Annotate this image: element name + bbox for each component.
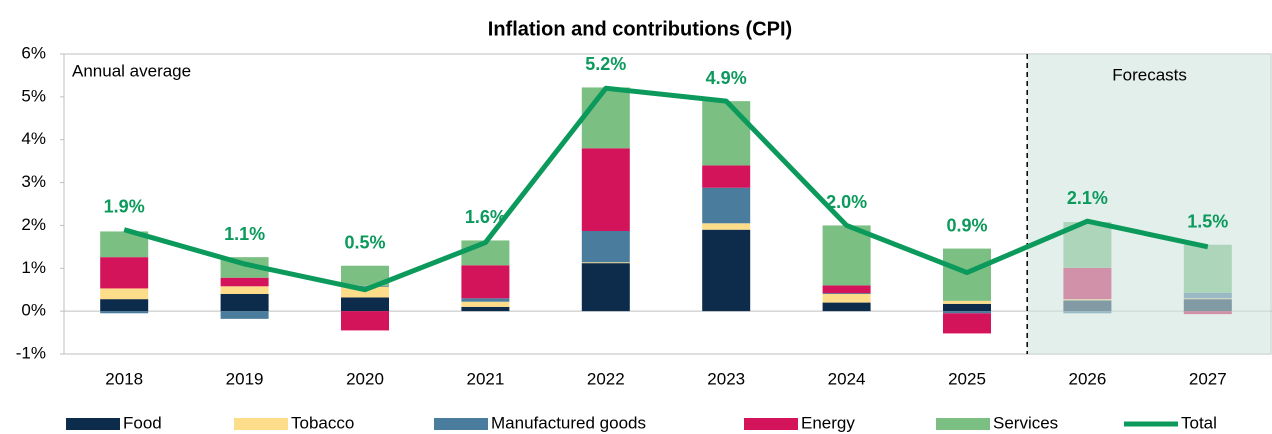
x-tick-label: 2018 (105, 369, 143, 388)
legend-label: Energy (801, 413, 855, 432)
total-line (123, 85, 1209, 293)
y-tick-label: 3% (21, 172, 46, 191)
data-label: 1.1% (224, 224, 265, 244)
bar-segment (702, 165, 751, 188)
data-label: 2.0% (826, 192, 867, 212)
bar-segment (822, 285, 871, 294)
y-tick-label: 5% (21, 86, 46, 105)
y-tick-label: 2% (21, 215, 46, 234)
x-tick-label: 2020 (346, 369, 384, 388)
annotation: Annual average (72, 61, 191, 80)
legend-label: Tobacco (291, 413, 354, 432)
legend-swatch (434, 418, 488, 430)
data-label: 1.9% (104, 196, 145, 216)
x-tick-label: 2025 (948, 369, 986, 388)
bar-segment (822, 225, 871, 286)
bar-segment (100, 288, 149, 300)
bar-segment (943, 313, 991, 334)
legend-swatch (66, 418, 120, 430)
bar-segment (581, 231, 630, 263)
legend-label: Food (123, 413, 162, 432)
bar-segment (943, 311, 991, 314)
x-tick-label: 2022 (587, 369, 625, 388)
annotation: Forecasts (1112, 65, 1187, 84)
x-tick-label: 2027 (1189, 369, 1227, 388)
bar-segment (702, 101, 751, 166)
x-tick-label: 2024 (828, 369, 866, 388)
data-label: 4.9% (706, 68, 747, 88)
legend-label: Services (993, 413, 1058, 432)
data-label: 0.9% (946, 215, 987, 235)
bar-segment (581, 262, 630, 264)
bar-segment (943, 300, 991, 304)
y-tick-label: 4% (21, 129, 46, 148)
bar-segment (581, 148, 630, 231)
bar-segment (702, 229, 751, 312)
y-tick-label: 6% (21, 43, 46, 62)
x-tick-label: 2026 (1068, 369, 1106, 388)
legend-swatch (936, 418, 990, 430)
bar-segment (702, 187, 751, 224)
forecast-region (1027, 54, 1271, 354)
bar-segment (220, 286, 269, 294)
data-label: 0.5% (344, 232, 385, 252)
x-tick-label: 2023 (707, 369, 745, 388)
data-label: 1.6% (465, 207, 506, 227)
bar-segment (461, 306, 510, 312)
bar-segment (461, 298, 510, 302)
bar-segment (341, 285, 389, 287)
bar-segment (100, 257, 149, 289)
legend-label: Manufactured goods (491, 413, 646, 432)
x-tick-label: 2021 (466, 369, 504, 388)
bar-segment (461, 265, 510, 299)
y-tick-label: 1% (21, 258, 46, 277)
y-tick-label: 0% (21, 301, 46, 320)
x-tick-label: 2019 (226, 369, 264, 388)
bar-segment (461, 301, 510, 307)
bar-segment (581, 263, 630, 312)
bar-segment (702, 223, 751, 230)
bar-segment (822, 293, 871, 294)
y-tick-label: -1% (16, 343, 46, 362)
bar-segment (822, 294, 871, 303)
data-label: 5.2% (585, 54, 626, 74)
data-label: 1.5% (1187, 211, 1228, 231)
bar-segment (581, 87, 630, 149)
chart-title: Inflation and contributions (CPI) (488, 18, 792, 40)
legend-swatch (234, 418, 288, 430)
bar-segment (220, 277, 269, 287)
bar-segment (341, 297, 389, 312)
bar-segment (100, 299, 149, 312)
bar-segment (341, 311, 389, 331)
bar-segment (822, 302, 871, 312)
data-label: 2.1% (1067, 188, 1108, 208)
bar-segment (341, 265, 389, 286)
bar-segment (100, 311, 149, 314)
legend-label: Total (1181, 413, 1217, 432)
bar-segment (220, 311, 269, 319)
bar-segment (943, 303, 991, 312)
legend-swatch (744, 418, 798, 430)
bar-segment (220, 294, 269, 312)
